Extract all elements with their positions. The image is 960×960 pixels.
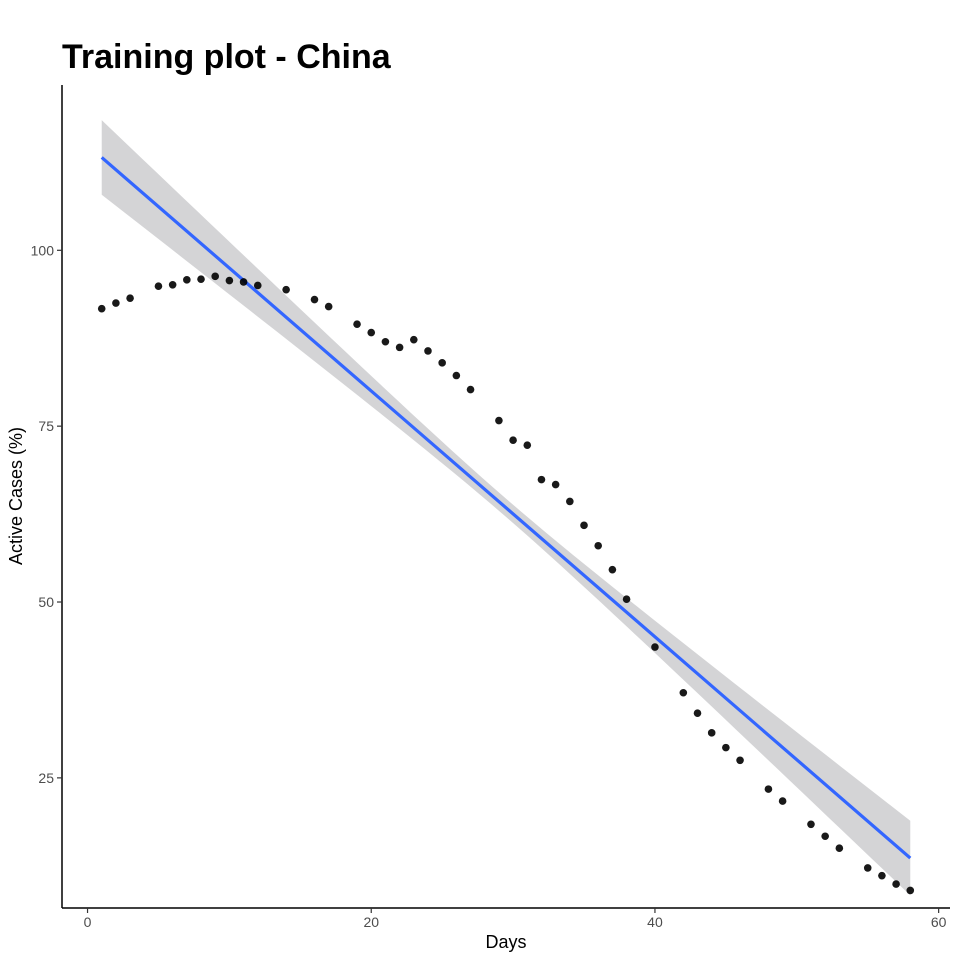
x-tick-label: 0 <box>84 914 92 930</box>
data-point <box>892 880 900 888</box>
data-point <box>395 343 404 352</box>
y-axis-ticks: 25 50 75 100 <box>31 242 62 786</box>
data-point <box>225 276 234 285</box>
data-point <box>778 797 787 805</box>
data-point <box>324 302 333 311</box>
fit-line-layer <box>100 156 912 860</box>
data-point <box>509 436 517 445</box>
data-point <box>381 337 390 346</box>
data-point <box>764 785 773 793</box>
y-tick-label: 75 <box>38 418 54 434</box>
data-point <box>835 844 844 853</box>
data-point <box>906 886 915 895</box>
data-point <box>679 688 688 697</box>
y-tick-label: 50 <box>38 594 54 610</box>
data-point <box>651 643 659 651</box>
y-tick-label: 25 <box>38 770 54 786</box>
data-point <box>112 299 120 307</box>
data-point <box>367 328 376 337</box>
x-tick-label: 40 <box>647 914 663 930</box>
data-point <box>168 280 177 289</box>
data-point <box>622 595 631 603</box>
data-point <box>154 282 163 290</box>
data-point <box>566 497 574 506</box>
data-point <box>126 294 134 302</box>
data-point <box>452 371 461 380</box>
data-point <box>183 276 191 284</box>
x-axis-ticks: 0 20 40 60 <box>84 908 947 930</box>
data-point <box>253 281 262 290</box>
data-point <box>722 743 730 752</box>
data-point <box>551 480 560 489</box>
data-point <box>424 347 432 355</box>
x-axis-title: Days <box>485 932 526 952</box>
data-point <box>878 871 886 880</box>
y-tick-label: 100 <box>31 242 55 258</box>
data-point <box>608 565 617 574</box>
data-point <box>282 285 290 294</box>
data-point <box>693 709 702 717</box>
data-point <box>863 864 872 872</box>
data-point <box>821 832 829 841</box>
x-tick-label: 20 <box>363 914 379 930</box>
data-point <box>211 272 219 281</box>
data-point <box>410 335 418 344</box>
data-point <box>97 304 106 313</box>
chart-title: Training plot - China <box>62 38 392 76</box>
y-axis-title: Active Cases (%) <box>6 427 26 565</box>
data-point <box>594 541 602 550</box>
data-point <box>438 359 446 367</box>
data-point <box>239 278 248 286</box>
data-points-layer <box>97 272 915 895</box>
data-point <box>537 475 546 484</box>
fit-line <box>100 156 912 860</box>
data-point <box>523 441 532 449</box>
data-point <box>466 385 475 394</box>
data-point <box>310 295 319 304</box>
data-point <box>353 320 361 328</box>
x-tick-label: 60 <box>931 914 947 930</box>
data-point <box>707 729 716 737</box>
data-point <box>580 521 588 530</box>
data-point <box>197 275 205 283</box>
data-point <box>736 756 744 765</box>
data-point <box>495 416 503 425</box>
data-point <box>807 820 815 829</box>
